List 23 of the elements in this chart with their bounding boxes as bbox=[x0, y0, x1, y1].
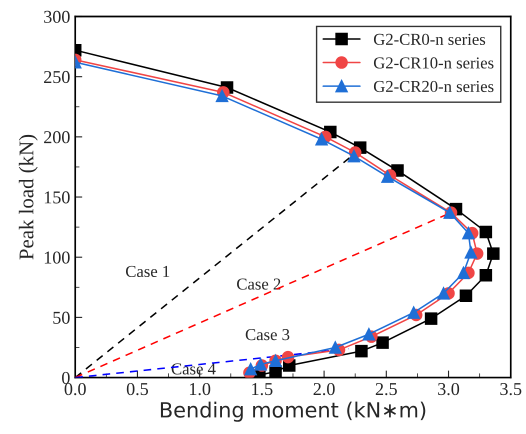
y-axis-title: Peak load (kN) bbox=[18, 134, 38, 260]
y-tick-label: 250 bbox=[44, 70, 70, 84]
annotation: Case 3 bbox=[246, 329, 290, 340]
x-tick-label: 1.5 bbox=[252, 383, 272, 396]
annotation: Case 4 bbox=[172, 363, 216, 375]
x-axis-title: Bending moment (kN∗m) bbox=[160, 402, 426, 422]
x-tick-label: 0.5 bbox=[126, 382, 148, 396]
legend-label: G2-CR0-n series bbox=[374, 34, 486, 45]
legend-label: G2-CR20-n series bbox=[374, 80, 494, 92]
legend-label: G2-CR10-n series bbox=[374, 57, 494, 69]
y-tick-label: 100 bbox=[44, 251, 70, 264]
y-tick-label: 300 bbox=[44, 10, 70, 23]
y-tick-label: 0 bbox=[62, 372, 70, 384]
x-tick-label: 3.0 bbox=[438, 382, 460, 396]
x-tick-label: 0.0 bbox=[64, 382, 86, 396]
x-tick-label: 1.0 bbox=[190, 382, 210, 396]
x-tick-label: 3.5 bbox=[500, 383, 522, 396]
y-tick-label: 200 bbox=[44, 131, 70, 144]
y-tick-label: 150 bbox=[44, 191, 70, 204]
y-tick-label: 50 bbox=[53, 312, 70, 324]
annotation: Case 1 bbox=[126, 266, 170, 278]
x-tick-label: 2.0 bbox=[314, 382, 335, 396]
x-tick-label: 2.5 bbox=[376, 383, 397, 396]
